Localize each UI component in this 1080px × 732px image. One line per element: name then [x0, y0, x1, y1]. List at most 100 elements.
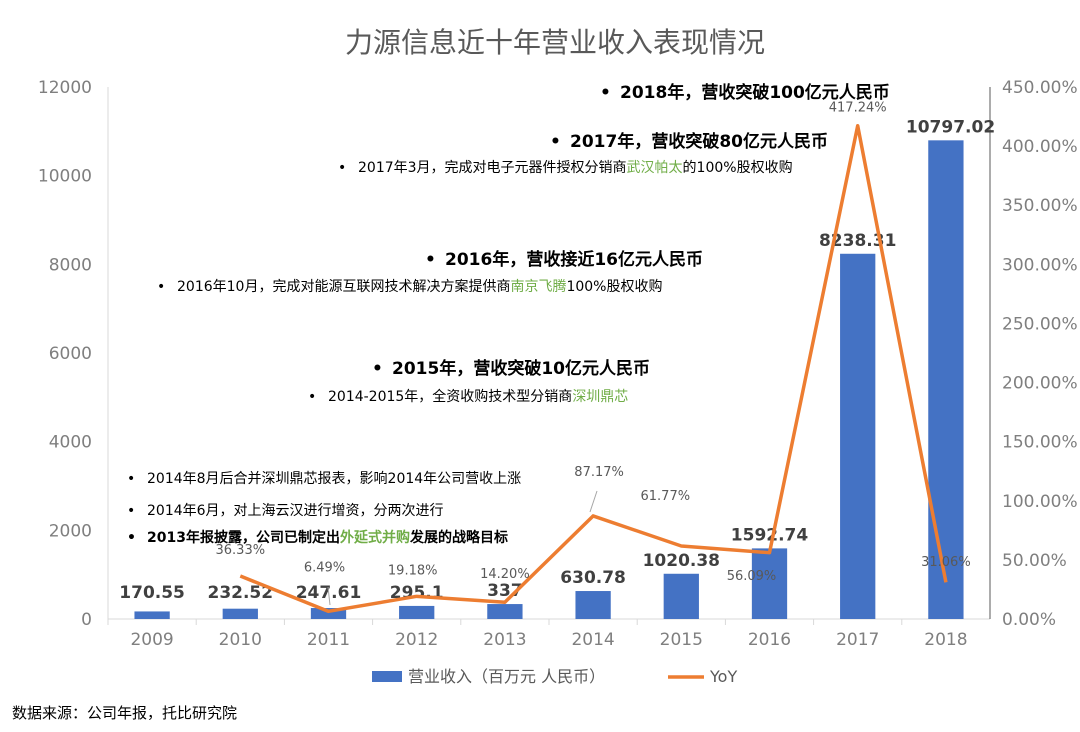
- yoy-leader-line: [327, 586, 331, 606]
- bar-data-label: 1592.74: [731, 525, 809, 545]
- annotation-bullet: •: [127, 530, 136, 546]
- y-tick-right: 300.00%: [1002, 255, 1078, 275]
- annotation-part: 2017年3月，完成对电子元器件授权分销商: [358, 160, 627, 176]
- legend: 营业收入（百万元 人民币） YoY: [372, 667, 737, 686]
- bar-data-label: 337: [487, 581, 523, 601]
- bar-labels: 170.55 232.52 247.61 295.1 337630.781020.381…: [119, 117, 995, 603]
- data-source: 数据来源：公司年报，托比研究院: [12, 704, 237, 722]
- x-tick-label: 2016: [748, 630, 791, 650]
- annotation-bullet: •: [338, 160, 346, 176]
- annotation-bullet: •: [425, 250, 436, 270]
- annotation-bullet: •: [127, 471, 135, 487]
- annotation-part: 2014年6月，对上海云汉进行增资，分两次进行: [147, 503, 444, 519]
- x-tick-label: 2010: [219, 630, 262, 650]
- yoy-data-label: 61.77%: [641, 489, 691, 504]
- y-tick-right: 100.00%: [1002, 492, 1078, 512]
- x-tick-label: 2014: [571, 630, 614, 650]
- annotation-part: 发展的战略目标: [409, 529, 508, 546]
- annotation-text: 2014年8月后合并深圳鼎芯报表，影响2014年公司营收上涨: [147, 471, 521, 487]
- annotation-text: 2014年6月，对上海云汉进行增资，分两次进行: [147, 503, 444, 519]
- yoy-data-label: 6.49%: [304, 560, 345, 575]
- annotation-text: 2013年报披露，公司已制定出外延式并购发展的战略目标: [147, 529, 508, 546]
- annotation-bullet: •: [308, 389, 316, 405]
- revenue-bar: [751, 548, 788, 619]
- x-tick-label: 2012: [395, 630, 438, 650]
- revenue-bar: [222, 608, 258, 619]
- y-tick-left: 12000: [38, 78, 92, 98]
- revenue-bar: [928, 140, 964, 620]
- yoy-labels: 36.33% 6.49% 19.18% 14.20% 87.17% 61.77% 56.09…: [216, 101, 971, 606]
- yoy-data-label: 36.33%: [216, 543, 266, 558]
- y-tick-left: 8000: [49, 255, 92, 275]
- y-tick-right: 400.00%: [1002, 137, 1078, 157]
- x-tick-label: 2015: [660, 630, 703, 650]
- y-tick-right: 250.00%: [1002, 314, 1078, 334]
- y-tick-right: 50.00%: [1002, 551, 1067, 571]
- yoy-data-label: 14.20%: [480, 567, 530, 582]
- annotation-part: 的100%股权收购: [683, 160, 793, 176]
- y-tick-right: 0.00%: [1002, 610, 1056, 630]
- x-tick-label: 2013: [483, 630, 526, 650]
- annotation-part: 2013年报披露，公司已制定出: [147, 529, 340, 546]
- annotation-part: 2016年，营收接近16亿元人民币: [445, 249, 703, 270]
- yoy-series-line: [239, 123, 948, 614]
- yoy-data-label: 87.17%: [574, 465, 624, 480]
- annotation-part: 南京飞腾: [510, 278, 566, 295]
- bar-data-label: 8238.31: [819, 231, 896, 251]
- legend-bar-label: 营业收入（百万元 人民币）: [408, 667, 605, 686]
- yoy-data-label: 56.09%: [727, 569, 777, 584]
- y-tick-right: 350.00%: [1002, 196, 1078, 216]
- annotations: • 2018年，营收突破100亿元人民币 • 2017年，营收突破80亿元人民币 • 20…: [127, 82, 890, 546]
- yoy-data-label: 31.06%: [921, 555, 971, 570]
- bar-data-label: 10797.02: [906, 117, 995, 137]
- revenue-bar: [399, 605, 435, 619]
- annotation-part: 外延式并购: [340, 529, 410, 546]
- annotation-bullet: •: [550, 132, 561, 152]
- annotation-part: 2014-2015年，全资收购技术型分销商: [328, 388, 572, 405]
- annotation-part: 2014年8月后合并深圳鼎芯报表，影响2014年公司营收上涨: [147, 471, 521, 487]
- x-tick-label: 2009: [130, 630, 173, 650]
- revenue-bar: [575, 591, 611, 619]
- annotation-bullet: •: [157, 279, 165, 295]
- y-tick-left: 4000: [49, 433, 92, 453]
- yoy-data-label: 417.24%: [829, 101, 887, 116]
- annotation-part: 100%股权收购: [566, 279, 662, 295]
- y-tick-left: 6000: [49, 344, 92, 364]
- x-tick-label: 2017: [836, 630, 879, 650]
- yoy-leader-line: [589, 490, 598, 513]
- bar-data-label: 630.78: [560, 568, 626, 588]
- annotation-text: 2017年3月，完成对电子元器件授权分销商武汉帕太的100%股权收购: [358, 160, 793, 176]
- yoy-data-label: 19.18%: [388, 563, 438, 578]
- y-tick-right: 200.00%: [1002, 374, 1078, 394]
- revenue-bar: [134, 611, 170, 619]
- y-tick-right: 150.00%: [1002, 433, 1078, 453]
- annotation-text: 2015年，营收突破10亿元人民币: [392, 358, 650, 379]
- revenue-bar: [663, 573, 699, 619]
- legend-line-label: YoY: [709, 667, 737, 686]
- x-tick-label: 2011: [307, 630, 350, 650]
- annotation-part: 深圳鼎芯: [572, 389, 628, 405]
- annotation-text: 2018年，营收突破100亿元人民币: [620, 82, 890, 103]
- annotation-part: 2015年，营收突破10亿元人民币: [392, 358, 650, 379]
- annotation-part: 2017年，营收突破80亿元人民币: [570, 131, 828, 152]
- legend-bar-swatch: [372, 671, 402, 682]
- bars: [134, 140, 964, 620]
- chart-title: 力源信息近十年营业收入表现情况: [345, 26, 765, 59]
- y-tick-left: 0: [81, 610, 92, 630]
- y-tick-left: 10000: [38, 167, 92, 187]
- revenue-bar: [840, 253, 876, 619]
- bar-data-label: 1020.38: [643, 551, 720, 571]
- annotation-text: 2017年，营收突破80亿元人民币: [570, 131, 828, 152]
- annotation-bullet: •: [372, 359, 383, 379]
- x-tick-label: 2018: [924, 630, 967, 650]
- bar-data-label: 170.55: [119, 583, 185, 603]
- revenue-bar: [310, 608, 347, 619]
- annotation-part: 武汉帕太: [627, 160, 683, 176]
- y-tick-left: 2000: [49, 521, 92, 541]
- annotation-part: 2018年，营收突破100亿元人民币: [620, 82, 890, 103]
- y-tick-right: 450.00%: [1002, 78, 1078, 98]
- annotation-part: 2016年10月，完成对能源互联网技术解决方案提供商: [177, 278, 510, 295]
- yoy-line: [239, 123, 948, 614]
- axes: 0 2000 4000 6000 8000 10000 12000 0.00% 50.00% 10…: [38, 78, 1078, 650]
